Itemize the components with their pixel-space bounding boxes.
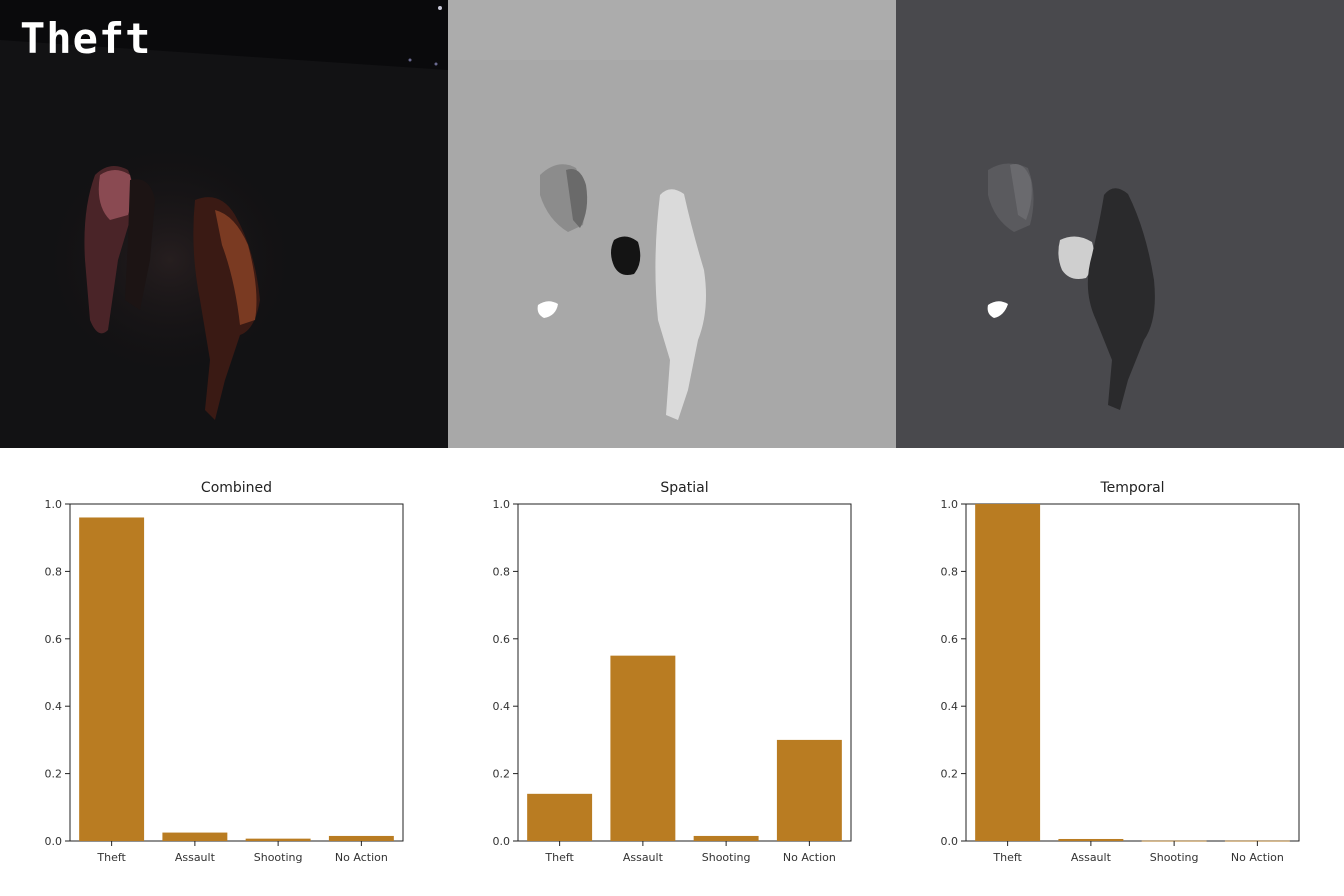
spatial-bar-assault xyxy=(610,655,676,841)
depth-map-image xyxy=(448,0,896,448)
spatial-bar-theft xyxy=(527,793,593,841)
temporal-bar-theft xyxy=(975,504,1041,841)
temporal-chart-frame xyxy=(965,503,1300,842)
spatial-ytick-label: 0.4 xyxy=(493,700,511,713)
combined-ytick-label: 0.2 xyxy=(45,768,63,781)
combined-chart-frame xyxy=(69,503,404,842)
spatial-xtick-label: Theft xyxy=(544,851,574,864)
combined-bar-no-action xyxy=(328,835,394,841)
optical-flow-image xyxy=(896,0,1344,448)
spatial-ytick-label: 0.2 xyxy=(493,768,511,781)
spatial-chart: Spatial 0.0 0.2 0.4 0.6 0.8 1.0 Theft Assault S… xyxy=(493,480,852,864)
optical-flow-panel xyxy=(896,0,1344,448)
depth-map-panel xyxy=(448,0,896,448)
spatial-ytick-label: 0.0 xyxy=(493,835,511,848)
spatial-chart-title: Spatial xyxy=(660,480,708,496)
temporal-ytick-label: 0.4 xyxy=(941,700,959,713)
combined-xtick-label: Assault xyxy=(175,851,216,864)
combined-ytick-label: 0.8 xyxy=(45,565,63,578)
combined-ytick-label: 0.4 xyxy=(45,700,63,713)
probability-charts: Combined 0.0 0.2 0.4 0.6 0.8 1.0 Theft Assault… xyxy=(45,480,1300,864)
combined-ytick-label: 0.6 xyxy=(45,633,63,646)
predicted-action-label: Theft xyxy=(20,14,152,63)
spatial-chart-frame xyxy=(517,503,852,842)
combined-bar-shooting xyxy=(245,838,311,841)
temporal-chart: Temporal 0.0 0.2 0.4 0.6 0.8 1.0 Theft Assault… xyxy=(941,480,1300,864)
temporal-chart-title: Temporal xyxy=(1099,480,1164,496)
spatial-ytick-label: 0.6 xyxy=(493,633,511,646)
spatial-ytick-label: 0.8 xyxy=(493,565,511,578)
rgb-frame-panel: Theft xyxy=(0,0,448,448)
combined-chart: Combined 0.0 0.2 0.4 0.6 0.8 1.0 Theft Assault… xyxy=(45,480,404,864)
temporal-xtick-label: Shooting xyxy=(1150,851,1199,864)
temporal-ytick-label: 0.2 xyxy=(941,768,959,781)
temporal-ytick-label: 1.0 xyxy=(941,498,959,511)
temporal-xtick-label: No Action xyxy=(1231,851,1284,864)
spatial-xtick-label: No Action xyxy=(783,851,836,864)
combined-bar-theft xyxy=(79,517,145,841)
temporal-ytick-label: 0.8 xyxy=(941,565,959,578)
spatial-bar-shooting xyxy=(693,835,759,841)
spatial-ytick-label: 1.0 xyxy=(493,498,511,511)
combined-ytick-label: 1.0 xyxy=(45,498,63,511)
spatial-bar-no-action xyxy=(776,739,842,841)
combined-xtick-label: Theft xyxy=(96,851,126,864)
spatial-xtick-label: Assault xyxy=(623,851,664,864)
temporal-ytick-label: 0.6 xyxy=(941,633,959,646)
combined-xtick-label: Shooting xyxy=(254,851,303,864)
temporal-xtick-label: Assault xyxy=(1071,851,1112,864)
combined-ytick-label: 0.0 xyxy=(45,835,63,848)
temporal-xtick-label: Theft xyxy=(992,851,1022,864)
rgb-frame-image xyxy=(0,0,448,448)
combined-bar-assault xyxy=(162,832,228,841)
temporal-ytick-label: 0.0 xyxy=(941,835,959,848)
combined-chart-title: Combined xyxy=(201,480,272,496)
temporal-bar-assault xyxy=(1058,838,1124,841)
combined-xtick-label: No Action xyxy=(335,851,388,864)
spatial-xtick-label: Shooting xyxy=(702,851,751,864)
